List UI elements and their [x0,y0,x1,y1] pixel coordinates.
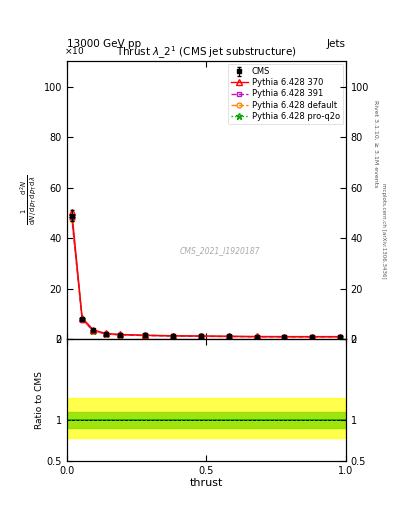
Pythia 6.428 370 [254,333,259,339]
Pythia 6.428 pro-q2o [103,331,108,337]
Pythia 6.428 391 [254,334,259,340]
Pythia 6.428 pro-q2o [282,334,287,340]
Pythia 6.428 pro-q2o [143,332,147,338]
Pythia 6.428 default [226,333,231,339]
Pythia 6.428 370 [226,333,231,339]
Pythia 6.428 391 [226,333,231,339]
Pythia 6.428 default [80,317,84,323]
Pythia 6.428 pro-q2o [338,334,343,340]
Pythia 6.428 370 [310,333,315,339]
Pythia 6.428 default [254,334,259,340]
Pythia 6.428 default [103,331,108,337]
Pythia 6.428 391 [171,333,175,339]
Line: Pythia 6.428 pro-q2o: Pythia 6.428 pro-q2o [68,215,344,340]
Pythia 6.428 370 [143,332,147,338]
Y-axis label: Ratio to CMS: Ratio to CMS [35,371,44,429]
Pythia 6.428 370 [198,333,203,339]
Line: Pythia 6.428 370: Pythia 6.428 370 [69,209,343,339]
Text: CMS_2021_I1920187: CMS_2021_I1920187 [180,246,261,255]
Line: Pythia 6.428 391: Pythia 6.428 391 [70,215,343,339]
Pythia 6.428 391 [70,214,74,220]
Pythia 6.428 default [338,334,343,340]
X-axis label: thrust: thrust [190,478,223,488]
Pythia 6.428 default [91,328,95,334]
Pythia 6.428 391 [282,334,287,340]
Pythia 6.428 370 [282,333,287,339]
Pythia 6.428 391 [143,332,147,338]
Line: Pythia 6.428 default: Pythia 6.428 default [70,217,343,339]
Legend: CMS, Pythia 6.428 370, Pythia 6.428 391, Pythia 6.428 default, Pythia 6.428 pro-: CMS, Pythia 6.428 370, Pythia 6.428 391,… [228,64,343,124]
Text: mcplots.cern.ch [arXiv:1306.3436]: mcplots.cern.ch [arXiv:1306.3436] [381,183,386,278]
Pythia 6.428 default [171,333,175,339]
Y-axis label: $\frac{1}{\mathrm{d}N\,/\,\mathrm{d}p_T} \frac{\mathrm{d}^2N}{\mathrm{d}p_T\,\ma: $\frac{1}{\mathrm{d}N\,/\,\mathrm{d}p_T}… [18,175,39,225]
Pythia 6.428 370 [118,331,122,337]
Pythia 6.428 pro-q2o [80,316,84,323]
Pythia 6.428 370 [338,333,343,339]
Pythia 6.428 default [143,332,147,338]
Pythia 6.428 370 [103,330,108,336]
Pythia 6.428 pro-q2o [171,333,175,339]
Pythia 6.428 pro-q2o [70,215,74,221]
Text: Jets: Jets [327,38,346,49]
Text: $\times 10$: $\times 10$ [64,45,84,56]
Pythia 6.428 pro-q2o [91,328,95,334]
Pythia 6.428 pro-q2o [226,333,231,339]
Pythia 6.428 391 [80,316,84,323]
Pythia 6.428 pro-q2o [310,334,315,340]
Pythia 6.428 default [70,216,74,222]
Pythia 6.428 default [118,332,122,338]
Pythia 6.428 pro-q2o [118,332,122,338]
Pythia 6.428 pro-q2o [254,334,259,340]
Pythia 6.428 default [310,334,315,340]
Pythia 6.428 default [198,333,203,339]
Pythia 6.428 pro-q2o [198,333,203,339]
Text: Rivet 3.1.10, ≥ 3.1M events: Rivet 3.1.10, ≥ 3.1M events [373,100,378,187]
Pythia 6.428 370 [80,315,84,321]
Pythia 6.428 370 [171,333,175,339]
Pythia 6.428 391 [198,333,203,339]
Pythia 6.428 391 [310,334,315,340]
Pythia 6.428 391 [118,332,122,338]
Text: 13000 GeV pp: 13000 GeV pp [67,38,141,49]
Pythia 6.428 391 [338,334,343,340]
Pythia 6.428 370 [91,327,95,333]
Pythia 6.428 391 [91,328,95,334]
Pythia 6.428 391 [103,331,108,337]
Title: Thrust $\lambda\_2^1$ (CMS jet substructure): Thrust $\lambda\_2^1$ (CMS jet substruct… [116,45,297,61]
Pythia 6.428 default [282,334,287,340]
Pythia 6.428 370 [70,209,74,215]
